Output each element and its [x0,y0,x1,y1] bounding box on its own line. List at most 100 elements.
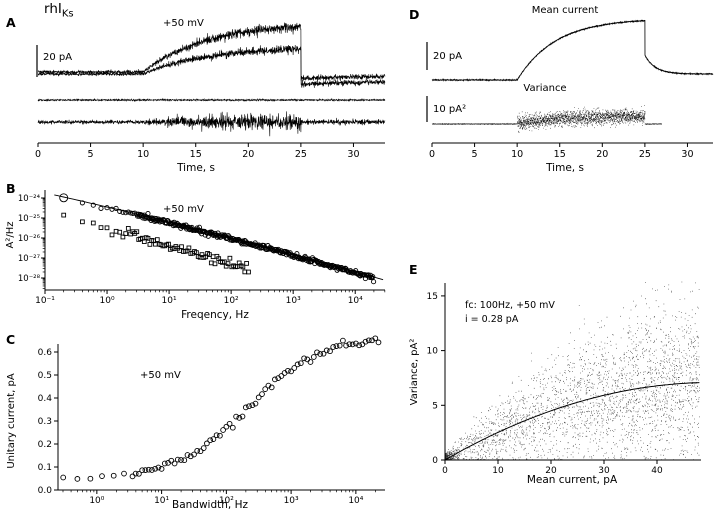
panel-label-b: B [6,181,16,196]
unitary-current-vs-bandwidth [356,342,362,349]
unitary-current-vs-bandwidth [229,424,236,431]
fit-annotation-line1: fc: 100Hz, +50 mV [465,300,555,311]
x-tick-label: 15 [554,149,566,160]
unitary-current-vs-bandwidth [336,342,343,349]
background-noise-spectrum-squares [90,220,96,226]
background-noise-spectrum-squares [120,234,126,240]
unitary-current-vs-bandwidth [155,464,162,471]
unitary-current-vs-bandwidth [174,456,181,463]
current-noise-spectrum-circles [370,274,376,280]
x-tick-label: 10⁻¹ [35,296,55,306]
unitary-current-vs-bandwidth [187,453,194,460]
unitary-current-vs-bandwidth [349,341,356,348]
x-tick-label: 20 [596,149,608,160]
panel-c-unitary-current: Unitary current, pA +50 mV Bandwidth, Hz… [6,335,385,510]
unitary-current-vs-bandwidth [99,473,105,479]
background-noise-spectrum-squares [154,237,160,242]
background-noise-spectrum-squares [80,219,85,225]
variance-label: Variance [523,83,566,94]
x-tick-label: 5 [472,149,478,160]
background-noise-spectrum-squares [125,226,131,231]
panel-label-d: D [409,7,420,22]
y-tick-label: 10⁻²⁷ [18,254,41,264]
unitary-current-vs-bandwidth [87,475,94,482]
current-noise-spectrum-circles [117,208,123,214]
x-tick-label: 10 [511,149,523,160]
unitary-current-vs-bandwidth [239,413,246,420]
x-tick-label: 10² [219,496,234,506]
unitary-current-vs-bandwidth [242,404,249,411]
y-tick-label: 0 [432,456,438,466]
x-tick-label: 10³ [286,296,301,306]
figure-title-main: rhI [44,1,62,17]
background-noise-spectrum-squares [227,255,233,261]
x-tick-label: 10⁴ [348,296,363,306]
unitary-current-vs-bandwidth [252,400,259,407]
variance-vs-mean-cloud [445,281,700,461]
unitary-current-vs-bandwidth [307,359,314,365]
current-sweep-2 [37,44,386,88]
background-noise-spectrum-squares [117,229,123,235]
unitary-current-vs-bandwidth [149,467,155,473]
unitary-current-vs-bandwidth [191,451,197,458]
voltage-annotation: +50 mV [163,204,204,215]
unitary-current-vs-bandwidth [226,420,233,427]
unitary-current-vs-bandwidth [294,361,301,368]
current-noise-spectrum-circles [120,209,126,215]
y-axis-title: Unitary current, pA [6,373,17,468]
unitary-current-vs-bandwidth [207,437,214,444]
y-tick-label: 0.6 [38,348,53,358]
y-tick-label: 0.1 [38,463,52,473]
x-tick-label: 10¹ [154,496,169,506]
unitary-current-vs-bandwidth [320,350,327,357]
background-noise-spectrum-squares [212,261,218,267]
x-axis-title: Time, s [545,162,584,174]
panel-d-mean-and-variance: Mean current Variance 20 pA 10 pA² Time,… [426,5,714,174]
unitary-current-vs-bandwidth [136,470,142,477]
background-noise-spectrum-squares [147,242,153,247]
unitary-current-vs-bandwidth [333,343,340,349]
x-axis-title: Mean current, pA [527,474,618,486]
background-noise-spectrum-squares [244,261,249,266]
unitary-current-vs-bandwidth [288,368,294,375]
x-tick-label: 20 [545,466,557,476]
background-noise-spectrum-squares [186,245,192,251]
unitary-current-vs-bandwidth [60,474,67,481]
x-axis-title: Bandwidth, Hz [172,499,248,510]
unitary-current-vs-bandwidth [304,356,311,363]
background-noise-spectrum-squares [225,261,231,266]
unitary-current-vs-bandwidth [233,413,239,420]
panel-label-c: C [6,332,16,347]
figure-title: rhIKs [44,1,74,20]
y-tick-label: 0.4 [38,394,53,404]
unitary-current-vs-bandwidth [194,447,201,454]
current-noise-spectrum-circles [371,279,377,285]
unitary-current-vs-bandwidth [246,403,252,410]
mean-current-trace [431,19,714,82]
y-tick-label: 5 [432,401,438,411]
unitary-current-vs-bandwidth [314,349,320,356]
unitary-current-vs-bandwidth [184,452,191,458]
background-noise-spectrum-squares [246,269,251,275]
unitary-current-vs-bandwidth [145,466,152,473]
unitary-current-vs-bandwidth [262,386,269,392]
x-tick-label: 20 [242,149,254,160]
mean-current-label: Mean current [532,5,599,16]
unitary-current-vs-bandwidth [317,351,324,357]
x-tick-label: 10⁰ [89,496,104,506]
current-scale-bar-label: 20 pA [43,52,72,63]
unitary-current-vs-bandwidth [327,348,333,355]
background-noise-spectrum-squares [61,212,67,218]
unitary-current-vs-bandwidth [301,355,307,362]
unitary-current-vs-bandwidth [365,337,372,344]
background-noise-spectrum-squares [240,264,246,270]
panel-b-power-spectrum: A²/Hz +50 mV Freqency, Hz 10⁻¹ 10⁰ 10¹ 10² 1… [5,190,386,321]
unitary-current-vs-bandwidth [152,465,158,472]
y-axis-title: A²/Hz [5,222,16,249]
unitary-current-vs-bandwidth [359,341,366,348]
x-tick-label: 25 [295,149,307,160]
unitary-current-vs-bandwidth [297,360,304,367]
x-tick-label: 15 [190,149,202,160]
unitary-current-vs-bandwidth [330,344,337,350]
unitary-current-vs-bandwidth [346,341,353,348]
